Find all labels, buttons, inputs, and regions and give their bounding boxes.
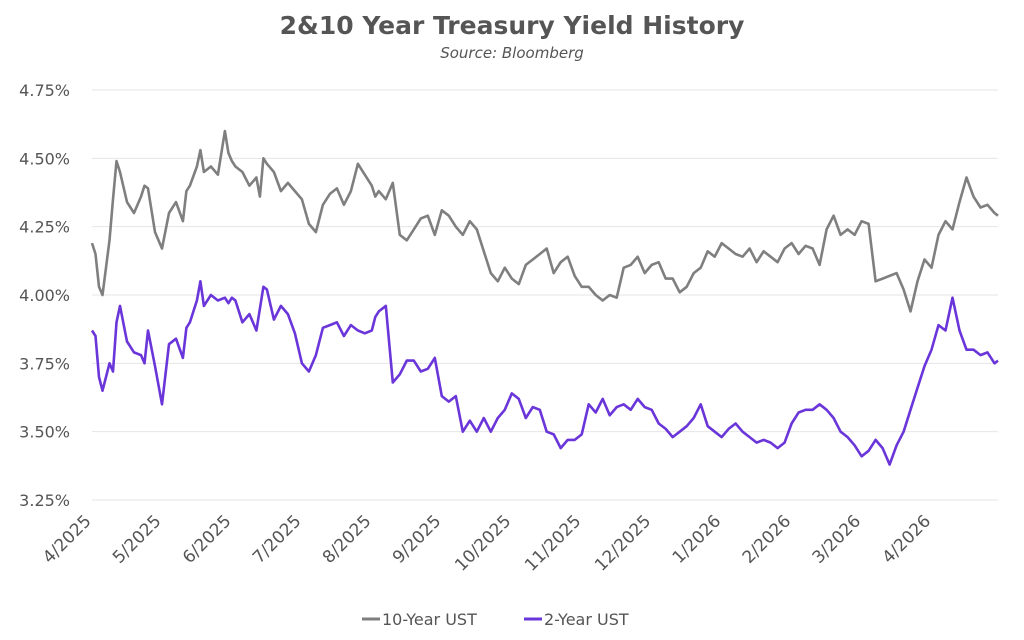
legend-item-10-year[interactable]: 10-Year UST xyxy=(362,610,477,629)
x-axis-ticks: 4/2025 5/2025 6/2025 7/2025 8/2025 9/2025 10/2… xyxy=(39,511,935,575)
x-tick-label: 10/2025 xyxy=(451,511,515,575)
legend: 10-Year UST 2-Year UST xyxy=(362,610,629,629)
x-tick-label: 4/2025 xyxy=(39,511,95,567)
legend-label-10-year: 10-Year UST xyxy=(382,610,477,629)
x-tick-label: 3/2026 xyxy=(809,511,865,567)
y-tick-label: 3.25% xyxy=(19,491,70,510)
series-line-2-year xyxy=(90,280,999,466)
chart-title: 2&10 Year Treasury Yield History xyxy=(280,11,745,40)
x-tick-label: 9/2025 xyxy=(389,511,445,567)
y-tick-label: 4.50% xyxy=(19,149,70,168)
x-tick-label: 7/2025 xyxy=(249,511,305,567)
series-lines xyxy=(90,129,999,466)
x-tick-label: 4/2026 xyxy=(879,511,935,567)
x-tick-label: 1/2026 xyxy=(669,511,725,567)
y-axis-ticks: 3.25% 3.50% 3.75% 4.00% 4.25% 4.50% 4.75% xyxy=(19,81,70,510)
y-tick-label: 3.75% xyxy=(19,354,70,373)
x-tick-label: 5/2025 xyxy=(109,511,165,567)
legend-item-2-year[interactable]: 2-Year UST xyxy=(524,610,629,629)
y-tick-label: 4.25% xyxy=(19,218,70,237)
series-line-10-year xyxy=(90,129,999,313)
x-tick-label: 2/2026 xyxy=(739,511,795,567)
y-tick-label: 4.00% xyxy=(19,286,70,305)
legend-label-2-year: 2-Year UST xyxy=(544,610,629,629)
x-tick-label: 6/2025 xyxy=(179,511,235,567)
x-tick-label: 11/2025 xyxy=(521,511,585,575)
y-tick-label: 3.50% xyxy=(19,423,70,442)
chart-subtitle: Source: Bloomberg xyxy=(440,44,584,62)
x-tick-label: 8/2025 xyxy=(319,511,375,567)
x-tick-label: 12/2025 xyxy=(591,511,655,575)
y-tick-label: 4.75% xyxy=(19,81,70,100)
grid-lines xyxy=(92,89,998,501)
